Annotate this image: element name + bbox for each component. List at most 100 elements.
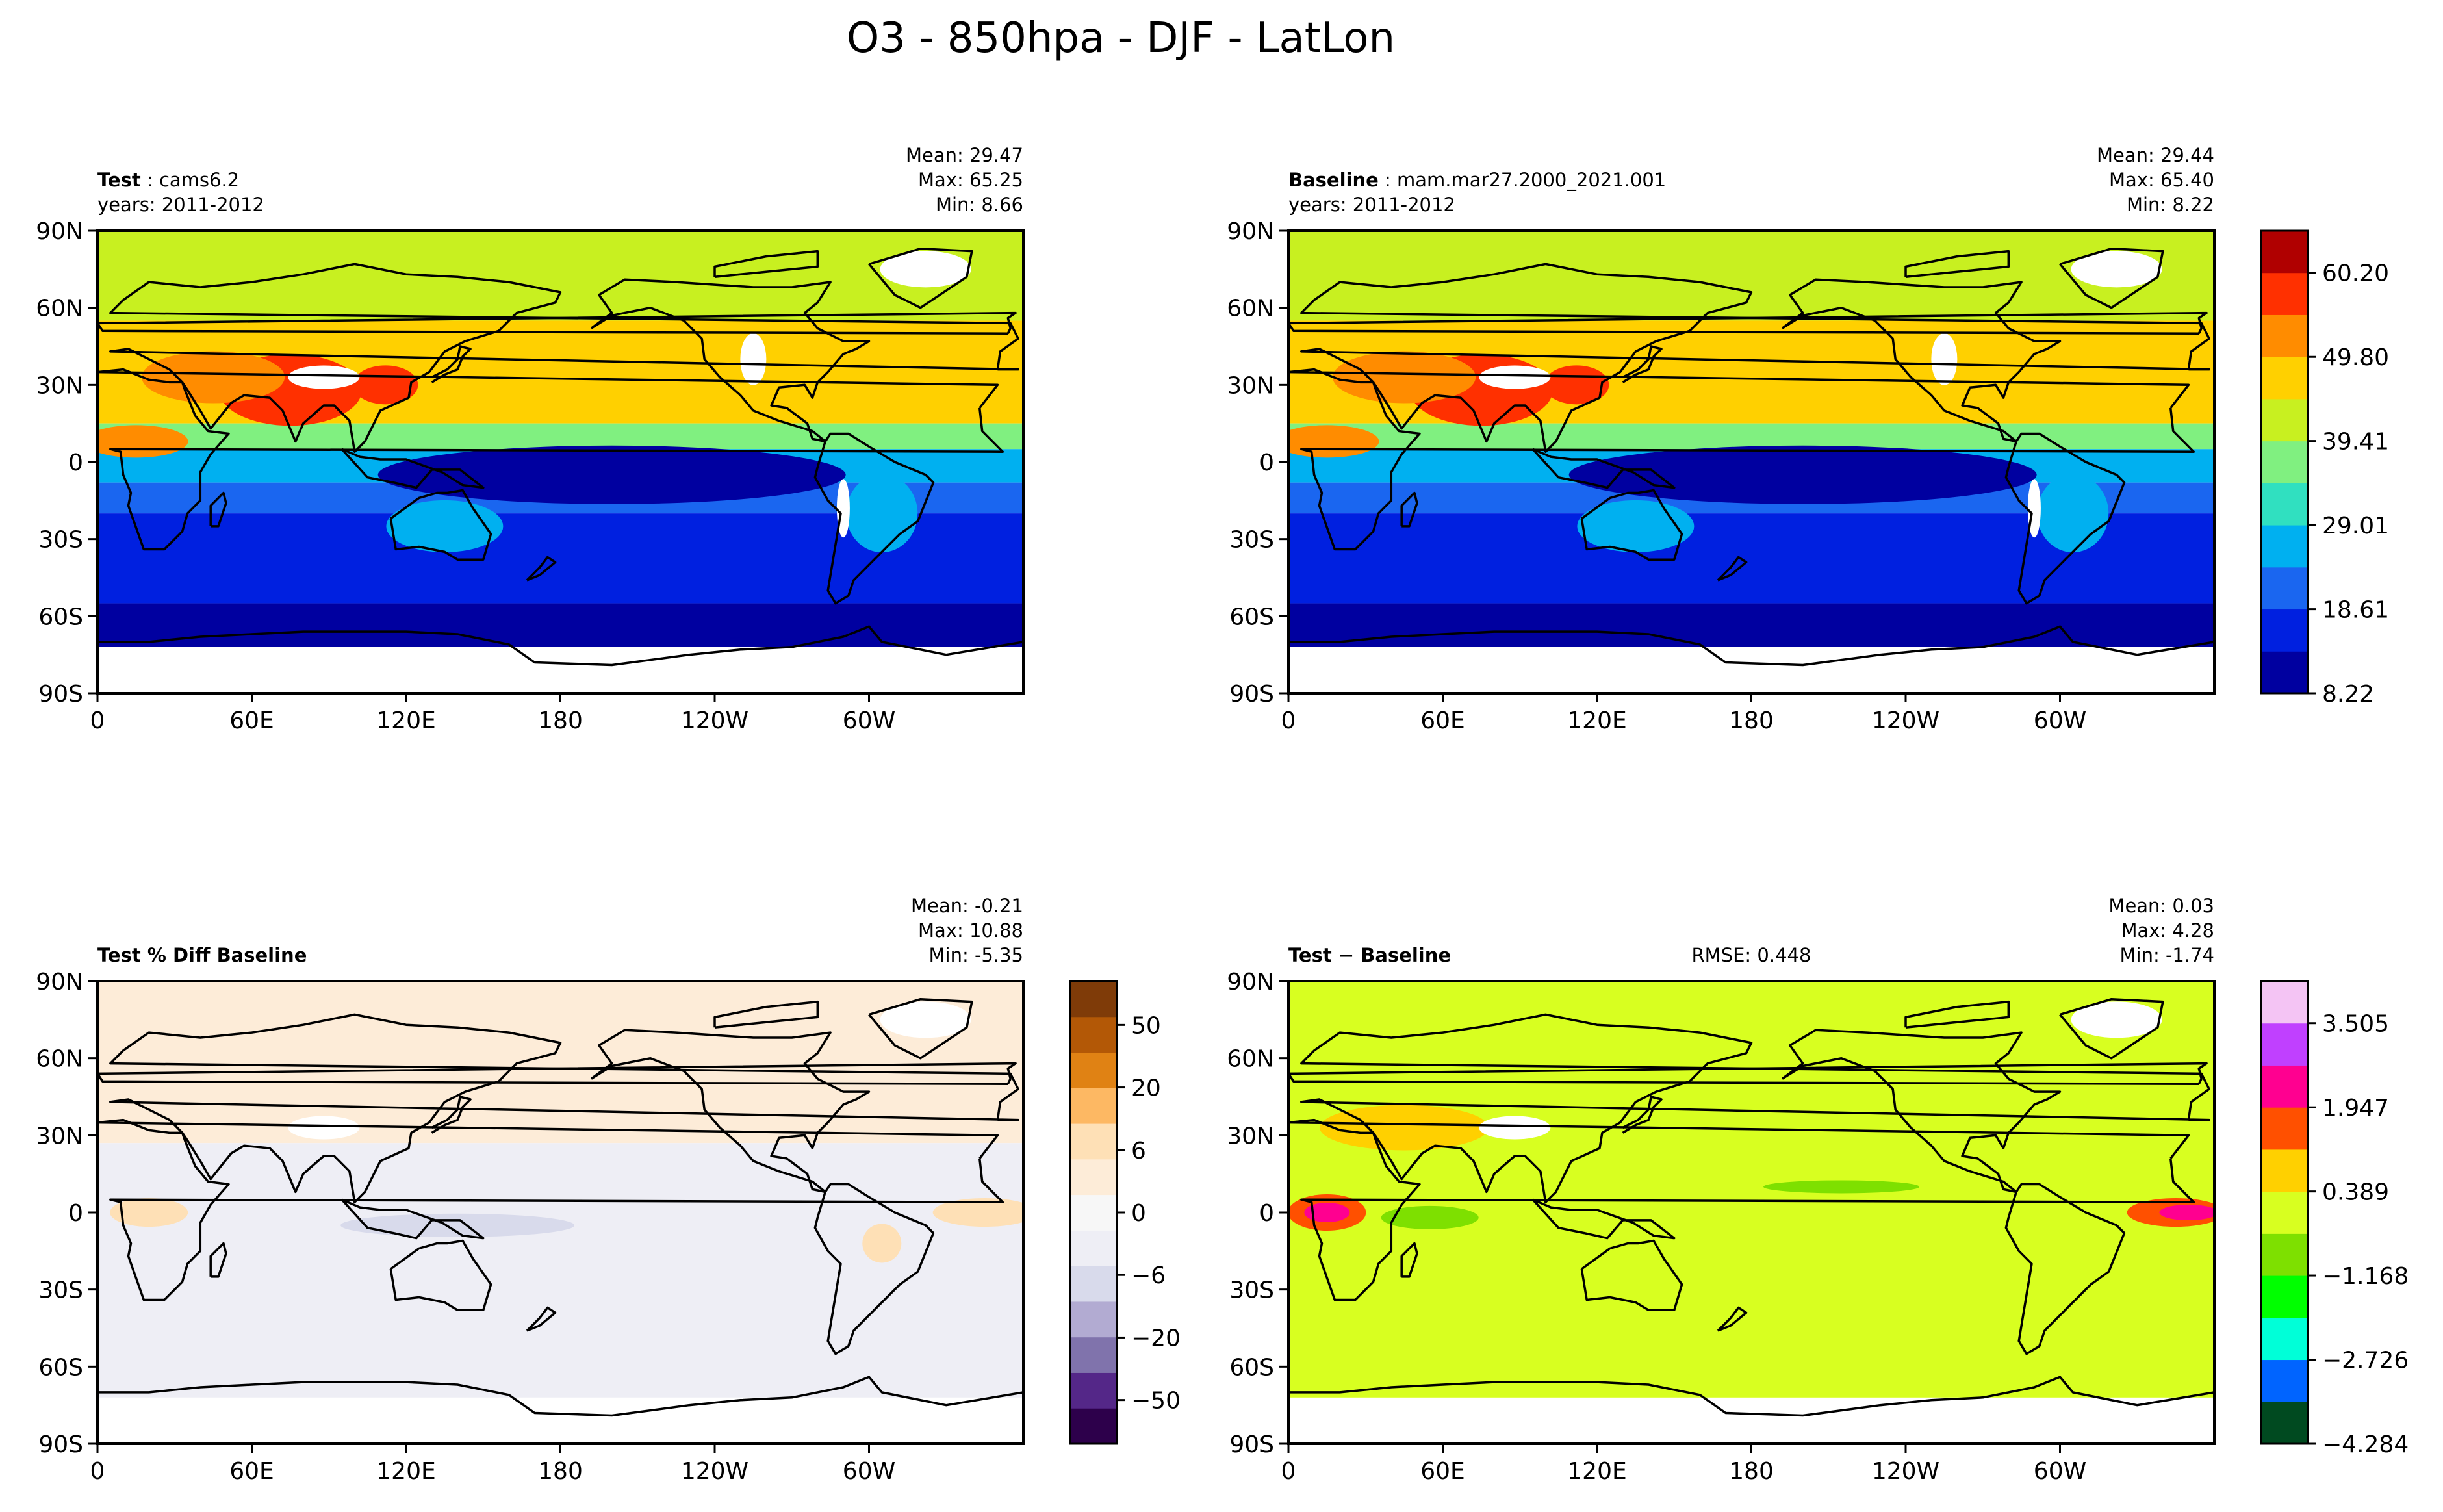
colorbar-tick-label: 29.01 xyxy=(2322,513,2389,539)
latitude-band xyxy=(97,647,1023,693)
x-tick-label: 120E xyxy=(1567,708,1626,734)
coastline-europe_asia xyxy=(1300,1013,2210,1203)
panel-baseline: 0 60E 120E 180 120W 60W 90N 60N 30N 0 30S 60S 90S Bas… xyxy=(1227,144,2216,734)
coastline-australia xyxy=(1580,1239,1683,1312)
colorbar-swatch xyxy=(2261,1402,2308,1444)
australia-region xyxy=(386,500,504,552)
south-america-region xyxy=(2037,474,2109,553)
atlantic-max xyxy=(2159,1205,2214,1220)
x-tick-label: 180 xyxy=(538,1458,583,1485)
colorbar-tick-label: 18.61 xyxy=(2322,597,2389,624)
colorbar-swatch xyxy=(2261,398,2308,442)
y-tick-label: 30S xyxy=(38,1277,83,1304)
x-tick-label: 120W xyxy=(1872,1458,1939,1485)
colorbar-swatch xyxy=(1070,1052,1117,1088)
x-tick-label: 60W xyxy=(843,1458,895,1485)
coastline-uk xyxy=(97,311,1017,335)
x-tick-label: 120W xyxy=(681,708,748,734)
coastline-europe_asia xyxy=(109,1013,1019,1203)
colorbar-tick-label: −2.726 xyxy=(2322,1348,2409,1374)
colorbar-tick-label: 0.389 xyxy=(2322,1179,2389,1206)
coastline-greenland xyxy=(2059,247,2164,309)
x-tick-label: 120E xyxy=(376,1458,435,1485)
stats-line: Max: 65.40 xyxy=(2109,169,2214,191)
coastlines xyxy=(97,247,1023,693)
coastline-uk xyxy=(1288,1062,2208,1085)
colorbar-swatch xyxy=(2261,357,2308,400)
stats-line: Min: 8.66 xyxy=(936,194,1023,216)
coastline-nz xyxy=(526,556,557,582)
colorbar-swatch xyxy=(2261,981,2308,1024)
colorbar-swatch xyxy=(1070,1194,1117,1231)
coastline-madagascar xyxy=(1400,1242,1418,1278)
x-tick-label: 60W xyxy=(843,708,895,734)
coastline-arctic_ca xyxy=(1904,250,2010,278)
panel-title-bold: Test − Baseline xyxy=(1288,944,1451,966)
colorbar-swatch xyxy=(1070,1301,1117,1338)
colorbar-frame xyxy=(2260,229,2309,695)
coastline-indonesia xyxy=(340,1198,485,1240)
y-tick-label: 60S xyxy=(1229,1354,1274,1381)
north-band xyxy=(97,981,1023,1144)
antarctic-missing xyxy=(97,1397,1023,1444)
coastline-uk xyxy=(1288,311,2208,335)
y-tick-label: 30S xyxy=(1229,527,1274,554)
colorbar-swatch xyxy=(2261,314,2308,357)
atlantic-plus xyxy=(932,1198,1023,1227)
coastline-s_america xyxy=(813,432,935,605)
latitude-band xyxy=(1288,647,2214,693)
y-tick-label: 30S xyxy=(38,527,83,554)
x-tick-label: 180 xyxy=(538,708,583,734)
coastline-nz xyxy=(526,1306,557,1332)
coastline-japan xyxy=(431,345,472,383)
panel-subtitle: years: 2011-2012 xyxy=(97,194,264,216)
colorbar-swatch xyxy=(2261,1107,2308,1150)
south-america-region xyxy=(846,474,918,553)
colorbar-swatch xyxy=(2261,441,2308,483)
coastline-n_america xyxy=(590,278,871,443)
asia-plus xyxy=(1320,1105,1489,1151)
colorbar-tick-label: 50 xyxy=(1131,1012,1161,1039)
x-tick-label: 120E xyxy=(376,708,435,734)
coastline-arctic_ca xyxy=(713,1000,819,1029)
colorbar-tick-label: 60.20 xyxy=(2322,261,2389,287)
colorbar-swatch xyxy=(2261,1359,2308,1402)
colorbar-swatch xyxy=(1070,1337,1117,1373)
latitude-band xyxy=(1288,320,2214,359)
y-tick-label: 0 xyxy=(68,450,83,476)
coastline-africa xyxy=(1288,1118,2195,1301)
coastline-n_america xyxy=(1781,1029,2062,1194)
stats-line: Min: 8.22 xyxy=(2127,194,2214,216)
y-tick-label: 60S xyxy=(38,1354,83,1381)
indian-ocean-minus xyxy=(1381,1205,1479,1229)
stats-line: Max: 65.25 xyxy=(918,169,1023,191)
coastline-uk xyxy=(97,1062,1017,1085)
y-tick-label: 0 xyxy=(68,1200,83,1227)
y-tick-label: 90S xyxy=(1229,1431,1274,1458)
colorbar-swatch xyxy=(2261,1023,2308,1066)
coastline-n_america xyxy=(590,1029,871,1194)
coastline-indonesia xyxy=(1531,1198,1676,1240)
colorbar-swatch xyxy=(1070,981,1117,1018)
colorbar-swatch xyxy=(2261,1149,2308,1192)
colorbar-swatch xyxy=(1070,1372,1117,1409)
y-tick-label: 30N xyxy=(1227,372,1274,399)
coastlines xyxy=(1288,247,2214,693)
y-tick-label: 90N xyxy=(36,969,83,995)
coastline-madagascar xyxy=(209,491,227,528)
colorbar-swatch xyxy=(2261,567,2308,610)
greenland-missing xyxy=(2071,1001,2162,1038)
colorbar-swatch xyxy=(2261,231,2308,274)
latitude-band xyxy=(1288,603,2214,647)
colorbar-swatch xyxy=(1070,1123,1117,1160)
coastline-africa xyxy=(1288,368,2195,551)
coastline-madagascar xyxy=(1400,491,1418,528)
figure-title: O3 - 850hpa - DJF - LatLon xyxy=(847,14,1395,62)
colorbar-swatch xyxy=(2261,1233,2308,1276)
coastline-s_america xyxy=(2004,1183,2126,1355)
colorbar-frame xyxy=(2260,980,2309,1445)
coastline-australia xyxy=(389,489,492,561)
colorbar-tick-label: −6 xyxy=(1131,1262,1166,1289)
x-tick-label: 120W xyxy=(1872,708,1939,734)
y-tick-label: 90S xyxy=(38,1431,83,1458)
